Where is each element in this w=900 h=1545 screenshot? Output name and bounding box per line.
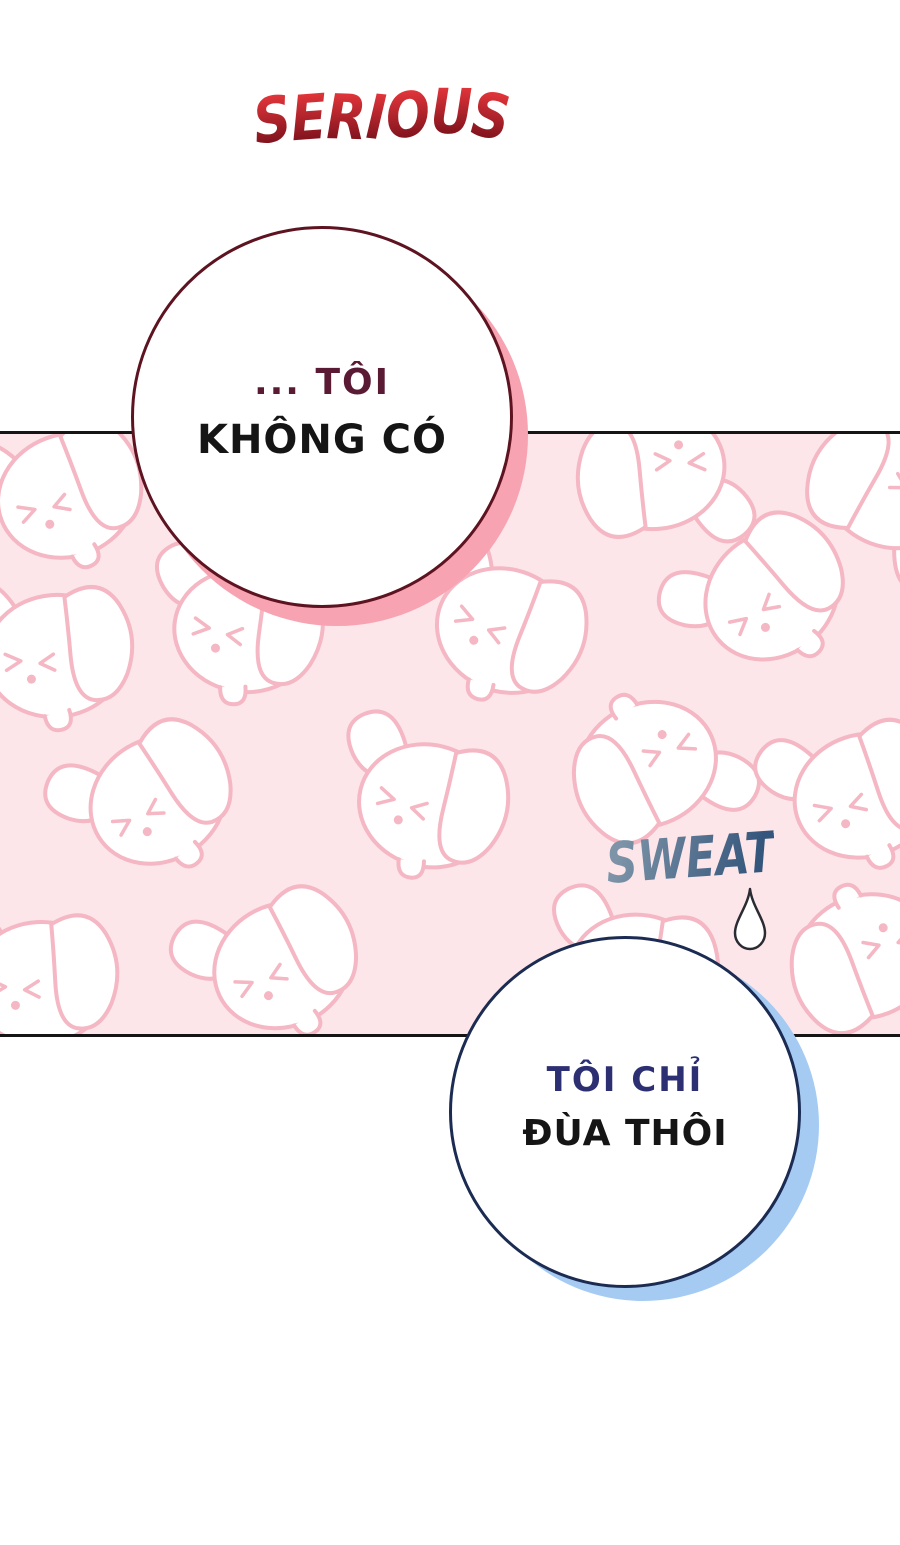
sfx-letter: U [429,74,473,149]
sfx-letter: S [248,80,296,159]
dog-face [0,899,122,1034]
bubble-1-circle: ... TÔI KHÔNG CÓ [131,226,513,608]
bubble-1-line-2: KHÔNG CÓ [196,416,448,463]
bubble-1-line-1: ... TÔI [253,361,391,403]
sfx-letter: O [382,76,433,154]
dog-face [162,860,385,1034]
sfx-serious: SERIOUS [248,74,514,159]
speech-bubble-1: ... TÔI KHÔNG CÓ [131,226,528,626]
sfx-letter: S [467,76,514,156]
bubble-2-line-1: TÔI CHỈ [546,1060,704,1100]
bubble-2-line-2: ĐÙA THÔI [522,1113,728,1154]
sfx-letter: R [325,80,367,155]
speech-bubble-2: TÔI CHỈ ĐÙA THÔI [449,936,819,1301]
dog-face [568,434,759,557]
dog-face [0,567,142,741]
dog-face [315,703,526,899]
sweat-drop-icon [733,887,767,951]
bubble-2-circle: TÔI CHỈ ĐÙA THÔI [449,936,801,1288]
sfx-letter: E [288,79,329,156]
